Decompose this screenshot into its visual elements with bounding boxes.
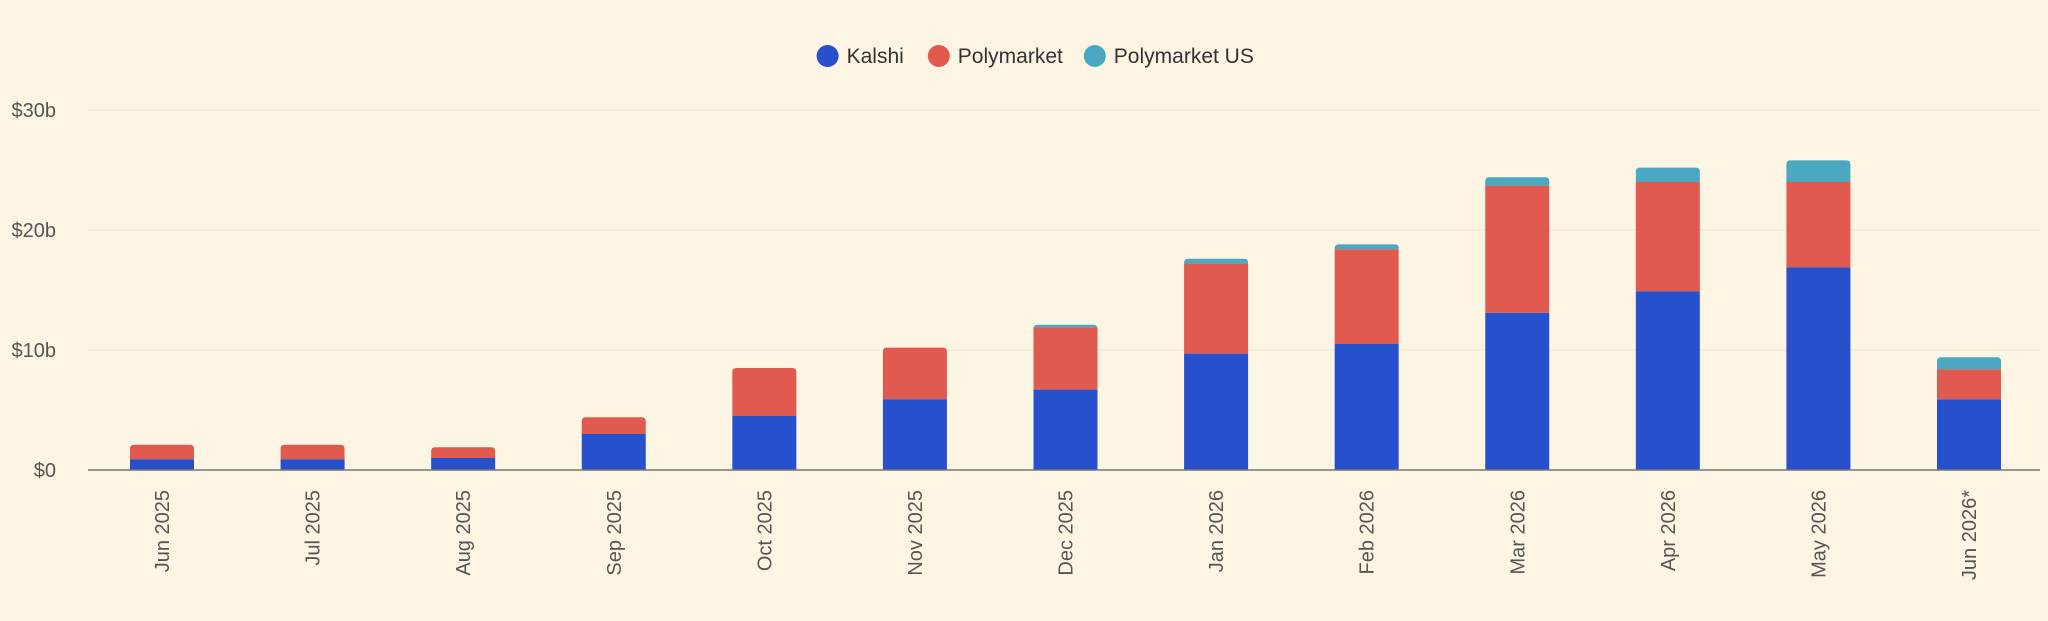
legend-item: Polymarket — [927, 45, 1063, 68]
bar-polymarket — [130, 444, 194, 460]
legend-swatch — [927, 45, 950, 67]
y-tick-label: $20b — [12, 220, 57, 242]
x-tick-label: Aug 2025 — [453, 490, 475, 576]
bar-kalshi — [882, 399, 947, 470]
bar-stack — [732, 368, 797, 470]
x-axis-tick-labels: Jun 2025 Jul 2025 Aug 2025 Sep 2025 Oct 2025… — [152, 490, 1981, 580]
x-tick-label: Oct 2025 — [754, 490, 776, 571]
bar-polymarket — [1184, 263, 1249, 354]
bar-stack — [431, 447, 496, 470]
bar-kalshi — [280, 459, 345, 470]
x-tick-label: May 2026 — [1808, 490, 1830, 578]
x-tick-label: Feb 2026 — [1357, 490, 1379, 575]
y-tick-label: $0 — [34, 460, 56, 482]
bar-polymarket — [1485, 185, 1550, 313]
bar-stack — [581, 417, 646, 470]
legend-swatch — [816, 45, 839, 67]
bar-kalshi — [732, 416, 797, 470]
bar-kalshi — [1334, 344, 1399, 470]
bar-polymarket — [581, 417, 646, 434]
bar-stack — [1937, 357, 2001, 470]
bar-kalshi — [1485, 312, 1550, 470]
legend: Kalshi Polymarket Polymarket US — [816, 45, 1254, 68]
bar-polymarket — [1635, 182, 1700, 292]
bar-stack — [882, 347, 947, 470]
x-tick-label: Jun 2026* — [1959, 490, 1981, 580]
bar-polymarket — [1334, 249, 1399, 344]
x-tick-label: Sep 2025 — [604, 490, 626, 576]
bar-polymarket — [1937, 369, 2001, 400]
legend-item: Polymarket US — [1083, 45, 1254, 68]
x-tick-label: Mar 2026 — [1507, 490, 1529, 575]
x-tick-label: Jun 2025 — [152, 490, 174, 572]
bar-polymarket — [732, 368, 797, 416]
bar-stack — [1485, 177, 1550, 470]
bar-polymarket — [1786, 182, 1851, 268]
bar-polymarket-us — [1334, 244, 1399, 250]
bar-kalshi — [1033, 389, 1098, 470]
bar-kalshi — [431, 458, 496, 470]
bar-kalshi — [1786, 267, 1851, 470]
legend-label: Polymarket US — [1114, 45, 1254, 68]
bar-polymarket — [280, 444, 345, 460]
bar-stack — [1635, 167, 1700, 470]
legend-label: Kalshi — [847, 45, 904, 68]
gridlines — [88, 109, 2040, 351]
y-tick-label: $10b — [12, 340, 57, 362]
bar-polymarket-us — [1786, 160, 1851, 182]
bar-polymarket — [431, 447, 496, 458]
x-tick-label: Dec 2025 — [1056, 490, 1078, 576]
legend-swatch — [1083, 45, 1106, 67]
bar-kalshi — [1184, 353, 1249, 470]
bar-stack — [1033, 324, 1098, 470]
bar-stack — [280, 444, 345, 470]
bar-stack — [130, 444, 194, 470]
y-axis-tick-labels: $0 $10b $20b $30b — [12, 100, 57, 482]
y-tick-label: $30b — [12, 100, 57, 122]
bar-polymarket-us — [1485, 177, 1550, 186]
bar-polymarket-us — [1937, 357, 2001, 370]
legend-item: Kalshi — [816, 45, 904, 68]
bar-polymarket-us — [1635, 167, 1700, 182]
bar-polymarket — [1033, 327, 1098, 390]
x-tick-label: Apr 2026 — [1658, 490, 1680, 571]
x-tick-label: Jan 2026 — [1206, 490, 1228, 572]
bar-kalshi — [1937, 399, 2001, 470]
bar-kalshi — [1635, 291, 1700, 470]
bar-kalshi — [130, 459, 194, 470]
legend-label: Polymarket — [958, 45, 1063, 68]
bar-polymarket — [882, 347, 947, 400]
bar-stack — [1786, 160, 1851, 470]
bar-polymarket-us — [1184, 258, 1249, 264]
bar-kalshi — [581, 434, 646, 470]
bar-polymarket-us — [1033, 324, 1098, 329]
bar-stack — [1334, 244, 1399, 470]
x-tick-label: Jul 2025 — [303, 490, 325, 566]
x-tick-label: Nov 2025 — [905, 490, 927, 576]
bars — [130, 160, 2001, 470]
bar-stack — [1184, 258, 1249, 470]
